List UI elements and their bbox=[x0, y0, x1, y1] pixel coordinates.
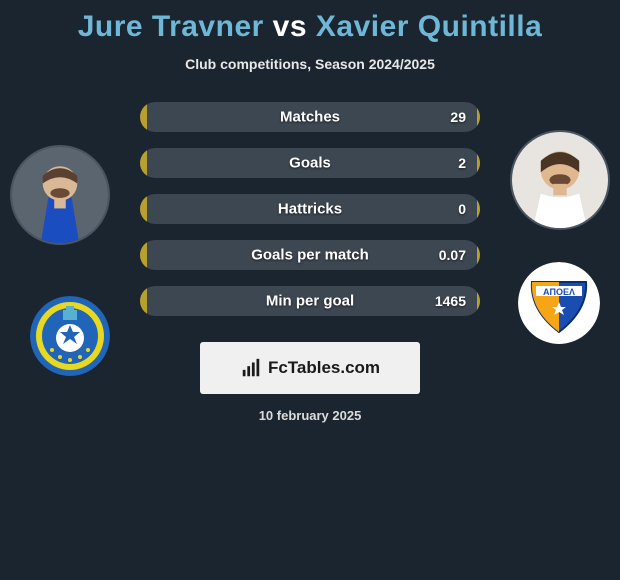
stat-fill-left bbox=[140, 148, 147, 178]
stat-fill-right bbox=[477, 148, 480, 178]
stat-fill-left bbox=[140, 102, 147, 132]
stat-fill-right bbox=[477, 102, 480, 132]
stat-label: Min per goal bbox=[266, 293, 354, 310]
stat-fill-left bbox=[140, 240, 147, 270]
club-left-badge bbox=[30, 296, 110, 376]
stat-value-right: 1465 bbox=[435, 293, 466, 309]
stat-value-right: 0.07 bbox=[439, 247, 466, 263]
stat-label: Goals per match bbox=[251, 247, 369, 264]
player2-name: Xavier Quintilla bbox=[316, 10, 542, 43]
player-left-avatar bbox=[10, 145, 110, 245]
stat-row: Goals 2 bbox=[140, 148, 480, 178]
date-text: 10 february 2025 bbox=[0, 408, 620, 423]
svg-text:ΑΠΟΕΛ: ΑΠΟΕΛ bbox=[543, 287, 575, 297]
stat-fill-left bbox=[140, 194, 147, 224]
brand-chart-icon bbox=[240, 357, 262, 379]
stat-label: Goals bbox=[289, 155, 331, 172]
stats-list: Matches 29 Goals 2 Hattricks 0 Goals per match… bbox=[140, 102, 480, 316]
player-right-avatar bbox=[510, 130, 610, 230]
player1-name: Jure Travner bbox=[78, 10, 264, 43]
club-right-badge: ΑΠΟΕΛ bbox=[518, 262, 600, 344]
stat-fill-right bbox=[477, 240, 480, 270]
stat-label: Hattricks bbox=[278, 201, 342, 218]
stat-row: Matches 29 bbox=[140, 102, 480, 132]
stat-label: Matches bbox=[280, 109, 340, 126]
brand-text: FcTables.com bbox=[268, 358, 380, 378]
stat-row: Hattricks 0 bbox=[140, 194, 480, 224]
brand-badge: FcTables.com bbox=[200, 342, 420, 394]
stat-fill-left bbox=[140, 286, 147, 316]
stat-fill-right bbox=[477, 286, 480, 316]
stat-row: Goals per match 0.07 bbox=[140, 240, 480, 270]
stat-row: Min per goal 1465 bbox=[140, 286, 480, 316]
stat-fill-right bbox=[477, 194, 480, 224]
subtitle: Club competitions, Season 2024/2025 bbox=[0, 56, 620, 72]
vs-text: vs bbox=[273, 10, 307, 43]
stat-value-right: 29 bbox=[450, 109, 466, 125]
comparison-title: Jure Travner vs Xavier Quintilla bbox=[0, 10, 620, 44]
stat-value-right: 2 bbox=[458, 155, 466, 171]
stat-value-right: 0 bbox=[458, 201, 466, 217]
